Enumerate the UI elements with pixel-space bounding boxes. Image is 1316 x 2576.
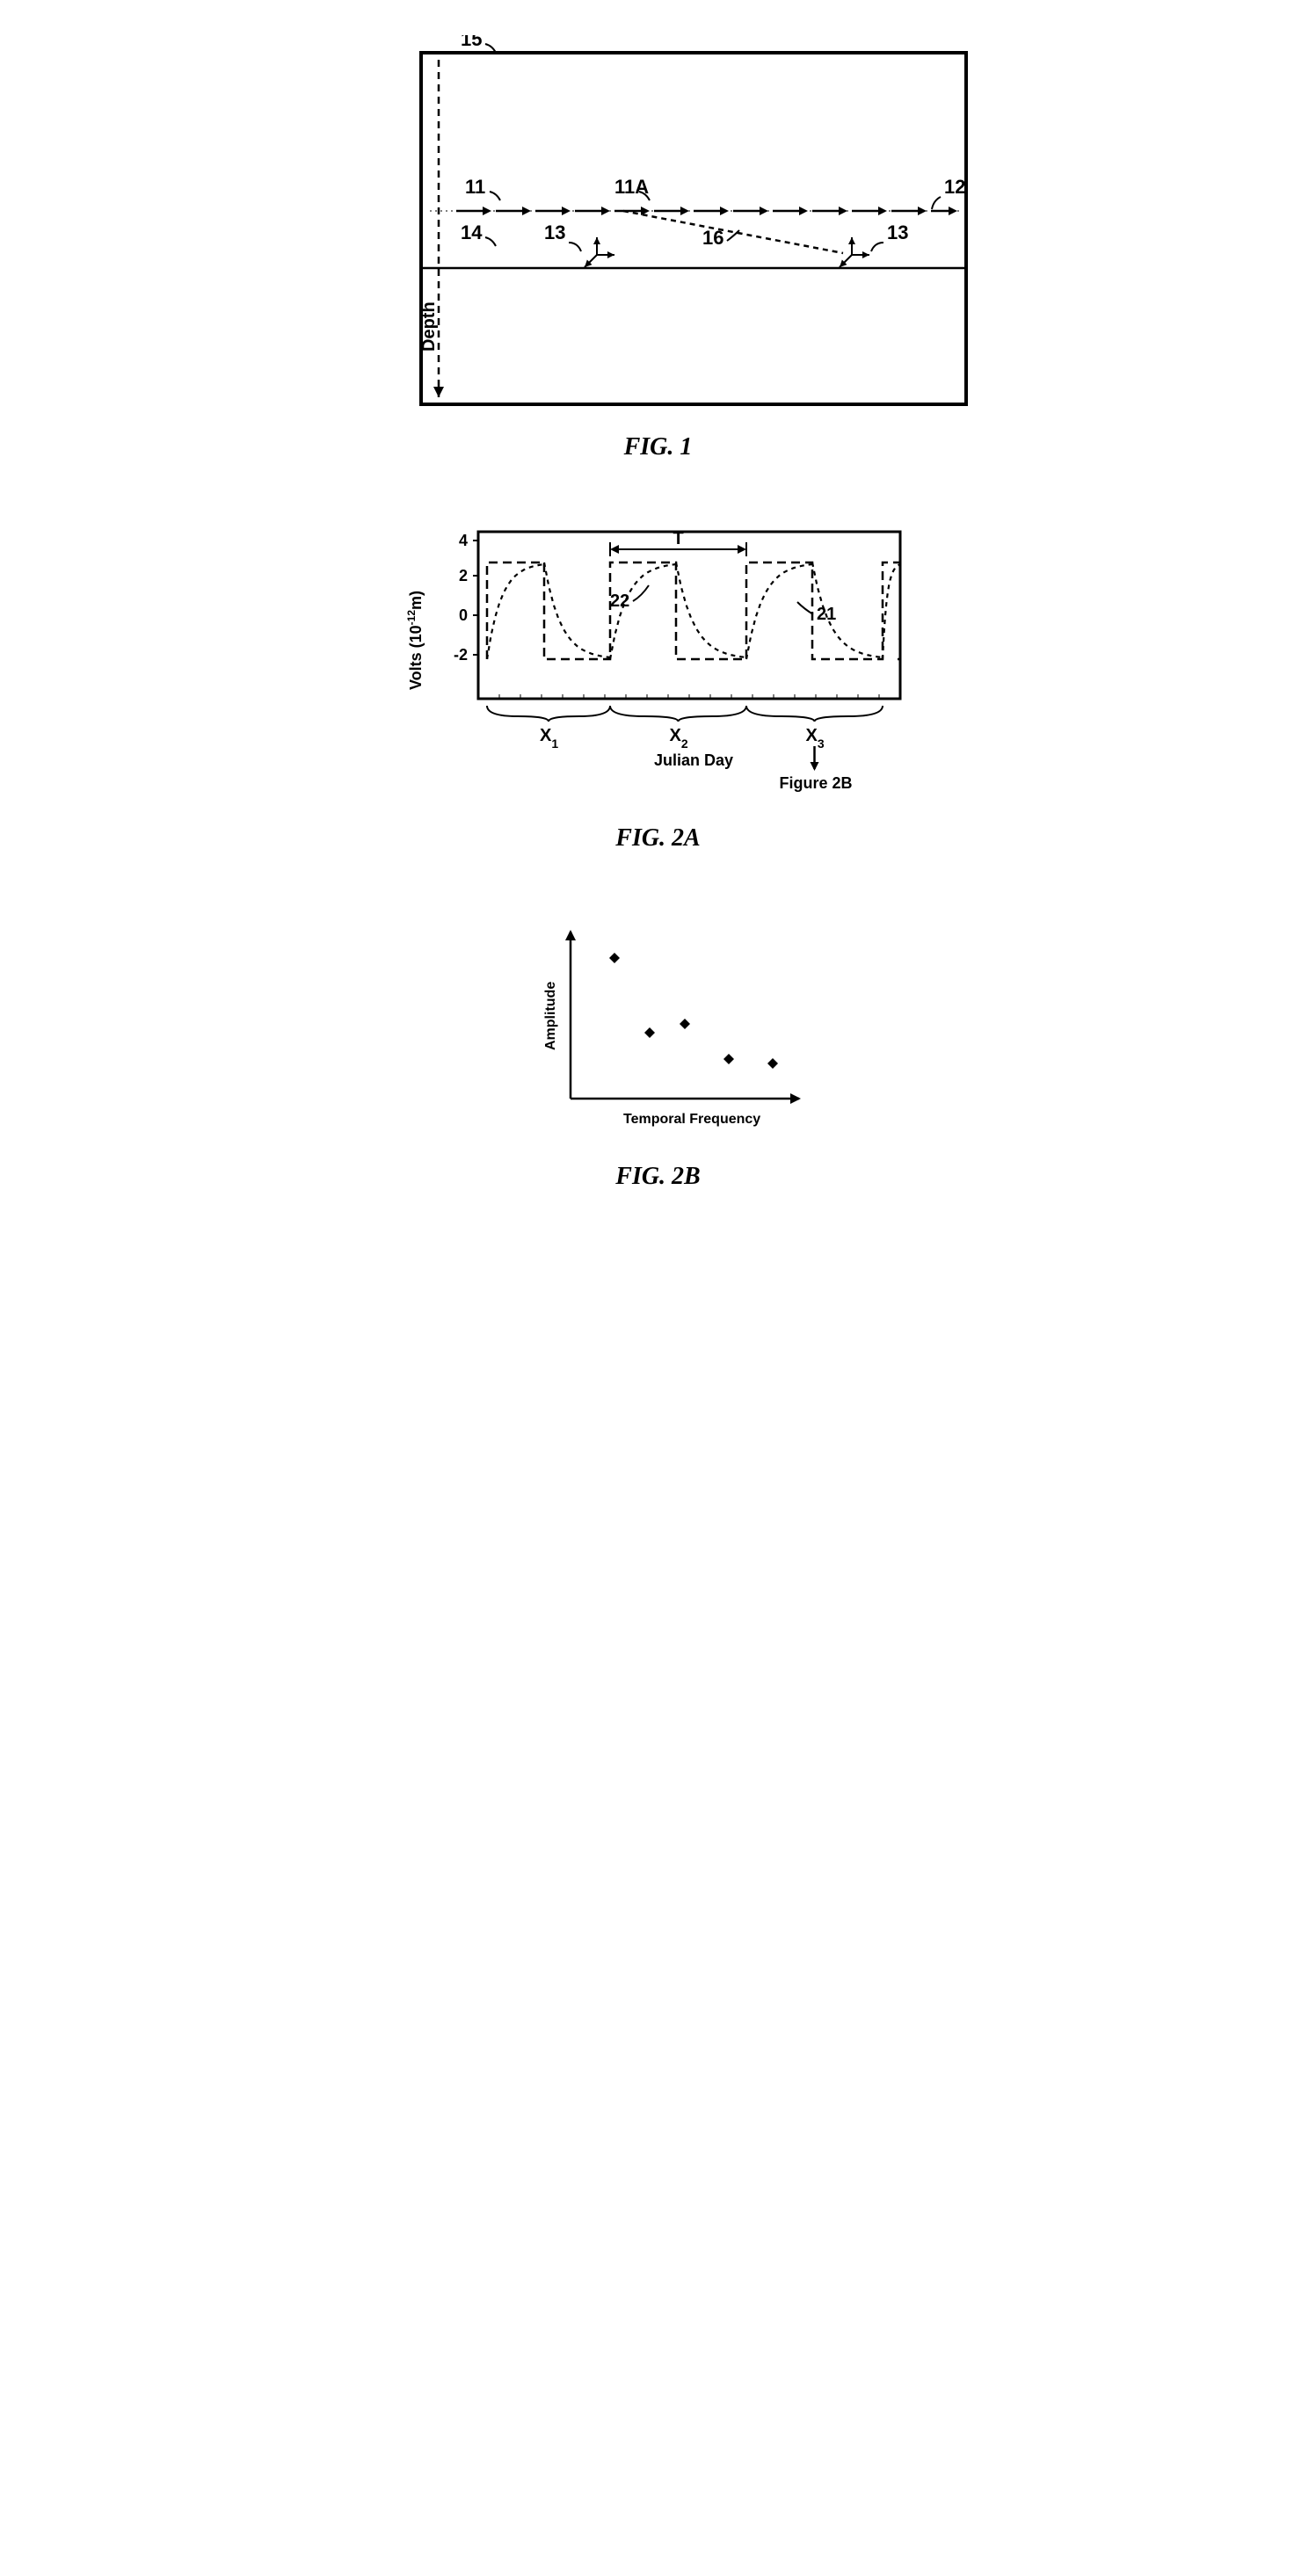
- svg-text:Figure 2B: Figure 2B: [779, 774, 852, 792]
- svg-text:Julian Day: Julian Day: [654, 751, 733, 769]
- svg-text:13: 13: [887, 221, 908, 243]
- svg-text:Amplitude: Amplitude: [543, 982, 558, 1050]
- fig1-svg: Depth151111A1214131613: [342, 35, 975, 413]
- svg-text:16: 16: [702, 227, 723, 249]
- fig2a-svg: 420-2Volts (10-12m)T2221X1X2X3Julian Day…: [395, 514, 922, 804]
- figure-2a: 420-2Volts (10-12m)T2221X1X2X3Julian Day…: [395, 514, 922, 853]
- svg-text:-2: -2: [453, 646, 467, 664]
- svg-text:14: 14: [461, 221, 483, 243]
- svg-text:12: 12: [944, 176, 965, 198]
- svg-text:0: 0: [458, 606, 467, 624]
- figure-2b: Temporal Frequency Amplitude FIG. 2B: [474, 905, 843, 1191]
- svg-text:13: 13: [544, 221, 565, 243]
- svg-text:21: 21: [817, 605, 836, 624]
- svg-text:2: 2: [458, 567, 467, 584]
- figure-1: Depth151111A1214131613 FIG. 1: [342, 35, 975, 461]
- svg-text:X1: X1: [540, 726, 558, 751]
- svg-text:15: 15: [461, 35, 482, 50]
- svg-text:22: 22: [610, 591, 629, 611]
- fig1-caption: FIG. 1: [342, 433, 975, 461]
- svg-text:Depth: Depth: [419, 301, 439, 352]
- svg-text:4: 4: [458, 532, 467, 549]
- fig2b-caption: FIG. 2B: [474, 1163, 843, 1191]
- svg-text:Temporal Frequency: Temporal Frequency: [623, 1112, 760, 1127]
- svg-text:X2: X2: [669, 726, 687, 751]
- svg-text:Volts (10-12m): Volts (10-12m): [405, 591, 425, 690]
- fig2a-caption: FIG. 2A: [395, 824, 922, 853]
- svg-text:11: 11: [465, 176, 485, 198]
- svg-text:T: T: [673, 529, 683, 548]
- fig2b-svg: Temporal Frequency Amplitude: [474, 905, 843, 1143]
